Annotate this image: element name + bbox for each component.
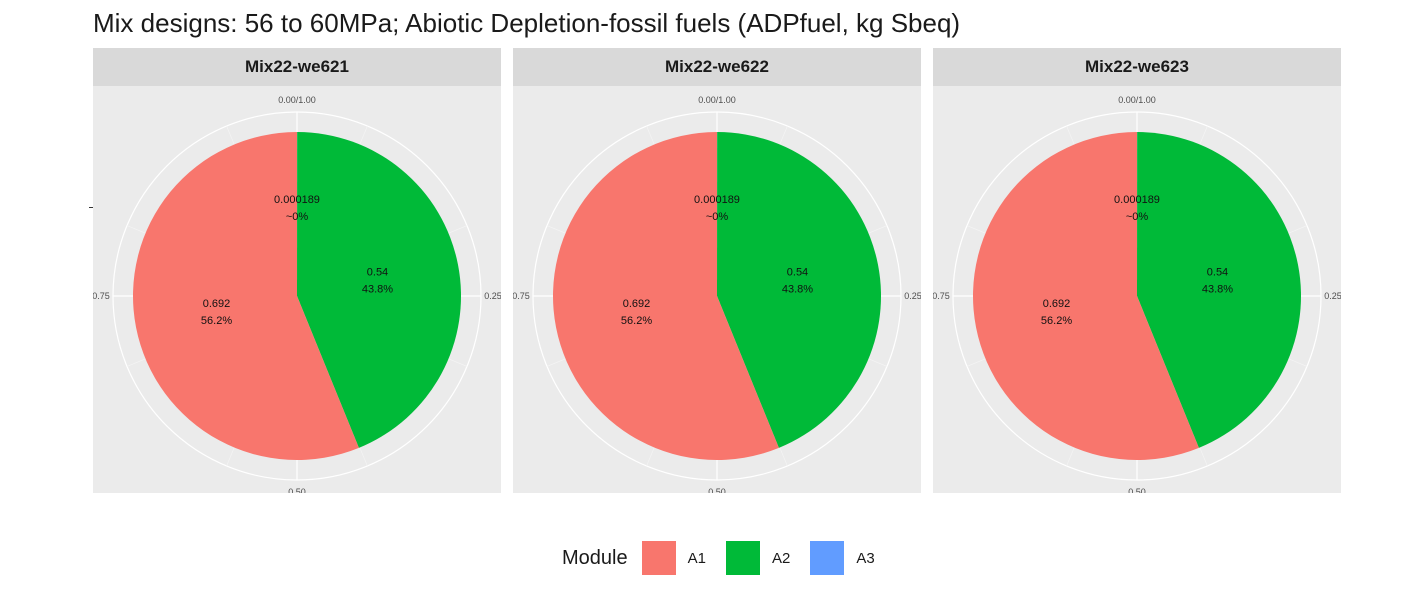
plot-area: 0.000189 ~0% 0.54 43.8% 0.692 56.2% 0.00/1.00 0… xyxy=(933,86,1341,493)
slice-percent-label: 43.8% xyxy=(362,283,393,295)
theta-tick-label: 0.50 xyxy=(1128,487,1146,493)
facet-strip-label: Mix22-we622 xyxy=(513,48,921,86)
facet-strip-label: Mix22-we621 xyxy=(93,48,501,86)
pie-slice-a2 xyxy=(1137,132,1301,448)
slice-percent-label: ~0% xyxy=(706,211,729,223)
pie-chart: 0.000189 ~0% 0.54 43.8% 0.692 56.2% 0.00/1.00 0… xyxy=(513,95,921,493)
pie-chart: 0.000189 ~0% 0.54 43.8% 0.692 56.2% 0.00/1.00 0… xyxy=(93,95,501,493)
plot-area: 0.000189 ~0% 0.54 43.8% 0.692 56.2% 0.00/1.00 0… xyxy=(93,86,501,493)
slice-value-label: 0.54 xyxy=(367,266,388,278)
slice-percent-label: 43.8% xyxy=(1202,283,1233,295)
legend-swatch xyxy=(641,541,676,575)
theta-tick-label: 0.75 xyxy=(513,291,530,301)
legend-label: A1 xyxy=(687,549,706,567)
pie-slice-a1 xyxy=(553,132,779,460)
pie-chart: 0.000189 ~0% 0.54 43.8% 0.692 56.2% 0.00/1.00 0… xyxy=(933,95,1341,493)
slice-value-label: 0.54 xyxy=(787,266,808,278)
facet-panel-1: Mix22-we621 0.000189 ~0% 0.54 43.8% 0.692 56.… xyxy=(93,48,501,493)
legend-item-a2: A2 xyxy=(725,541,791,575)
pie-slice-a2 xyxy=(717,132,881,448)
slice-percent-label: ~0% xyxy=(1126,211,1149,223)
facet-panel-2: Mix22-we622 0.000189 ~0% 0.54 43.8% 0.692 56.… xyxy=(513,48,921,493)
pie-slice-a1 xyxy=(133,132,359,460)
theta-tick-label: 0.50 xyxy=(288,487,306,493)
legend-item-a1: A1 xyxy=(641,541,706,575)
theta-tick-label: 0.50 xyxy=(708,487,726,493)
theta-tick-label: 0.00/1.00 xyxy=(278,95,316,105)
slice-value-label: 0.000189 xyxy=(694,194,740,206)
theta-tick-label: 0.00/1.00 xyxy=(1118,95,1156,105)
slice-value-label: 0.000189 xyxy=(1114,194,1160,206)
slice-value-label: 0.692 xyxy=(203,298,231,310)
facet-strip-label: Mix22-we623 xyxy=(933,48,1341,86)
legend-swatch xyxy=(725,541,760,575)
slice-value-label: 0.692 xyxy=(1043,298,1071,310)
legend-swatch xyxy=(810,541,845,575)
slice-value-label: 0.54 xyxy=(1207,266,1228,278)
theta-tick-label: 0.75 xyxy=(93,291,110,301)
plot-area: 0.000189 ~0% 0.54 43.8% 0.692 56.2% 0.00/1.00 0… xyxy=(513,86,921,493)
legend-title: Module xyxy=(562,546,628,569)
theta-tick-label: 0.25 xyxy=(1324,291,1341,301)
theta-tick-label: 0.25 xyxy=(904,291,921,301)
pie-slice-a1 xyxy=(973,132,1199,460)
slice-percent-label: ~0% xyxy=(286,211,309,223)
slice-percent-label: 43.8% xyxy=(782,283,813,295)
slice-percent-label: 56.2% xyxy=(1041,315,1072,327)
legend-item-a3: A3 xyxy=(810,541,875,575)
legend-label: A3 xyxy=(856,549,875,567)
pie-slice-a2 xyxy=(297,132,461,448)
legend-label: A2 xyxy=(771,549,791,567)
facet-panel-3: Mix22-we623 0.000189 ~0% 0.54 43.8% 0.692 56.… xyxy=(933,48,1341,493)
slice-percent-label: 56.2% xyxy=(201,315,232,327)
theta-tick-label: 0.00/1.00 xyxy=(698,95,736,105)
slice-percent-label: 56.2% xyxy=(621,315,652,327)
theta-tick-label: 0.25 xyxy=(484,291,501,301)
slice-value-label: 0.000189 xyxy=(274,194,320,206)
theta-tick-label: 0.75 xyxy=(933,291,950,301)
y-axis-tick xyxy=(89,207,93,208)
slice-value-label: 0.692 xyxy=(623,298,651,310)
chart-title: Mix designs: 56 to 60MPa; Abiotic Deplet… xyxy=(93,8,961,38)
legend: Module A1 A2 A3 xyxy=(562,541,895,575)
